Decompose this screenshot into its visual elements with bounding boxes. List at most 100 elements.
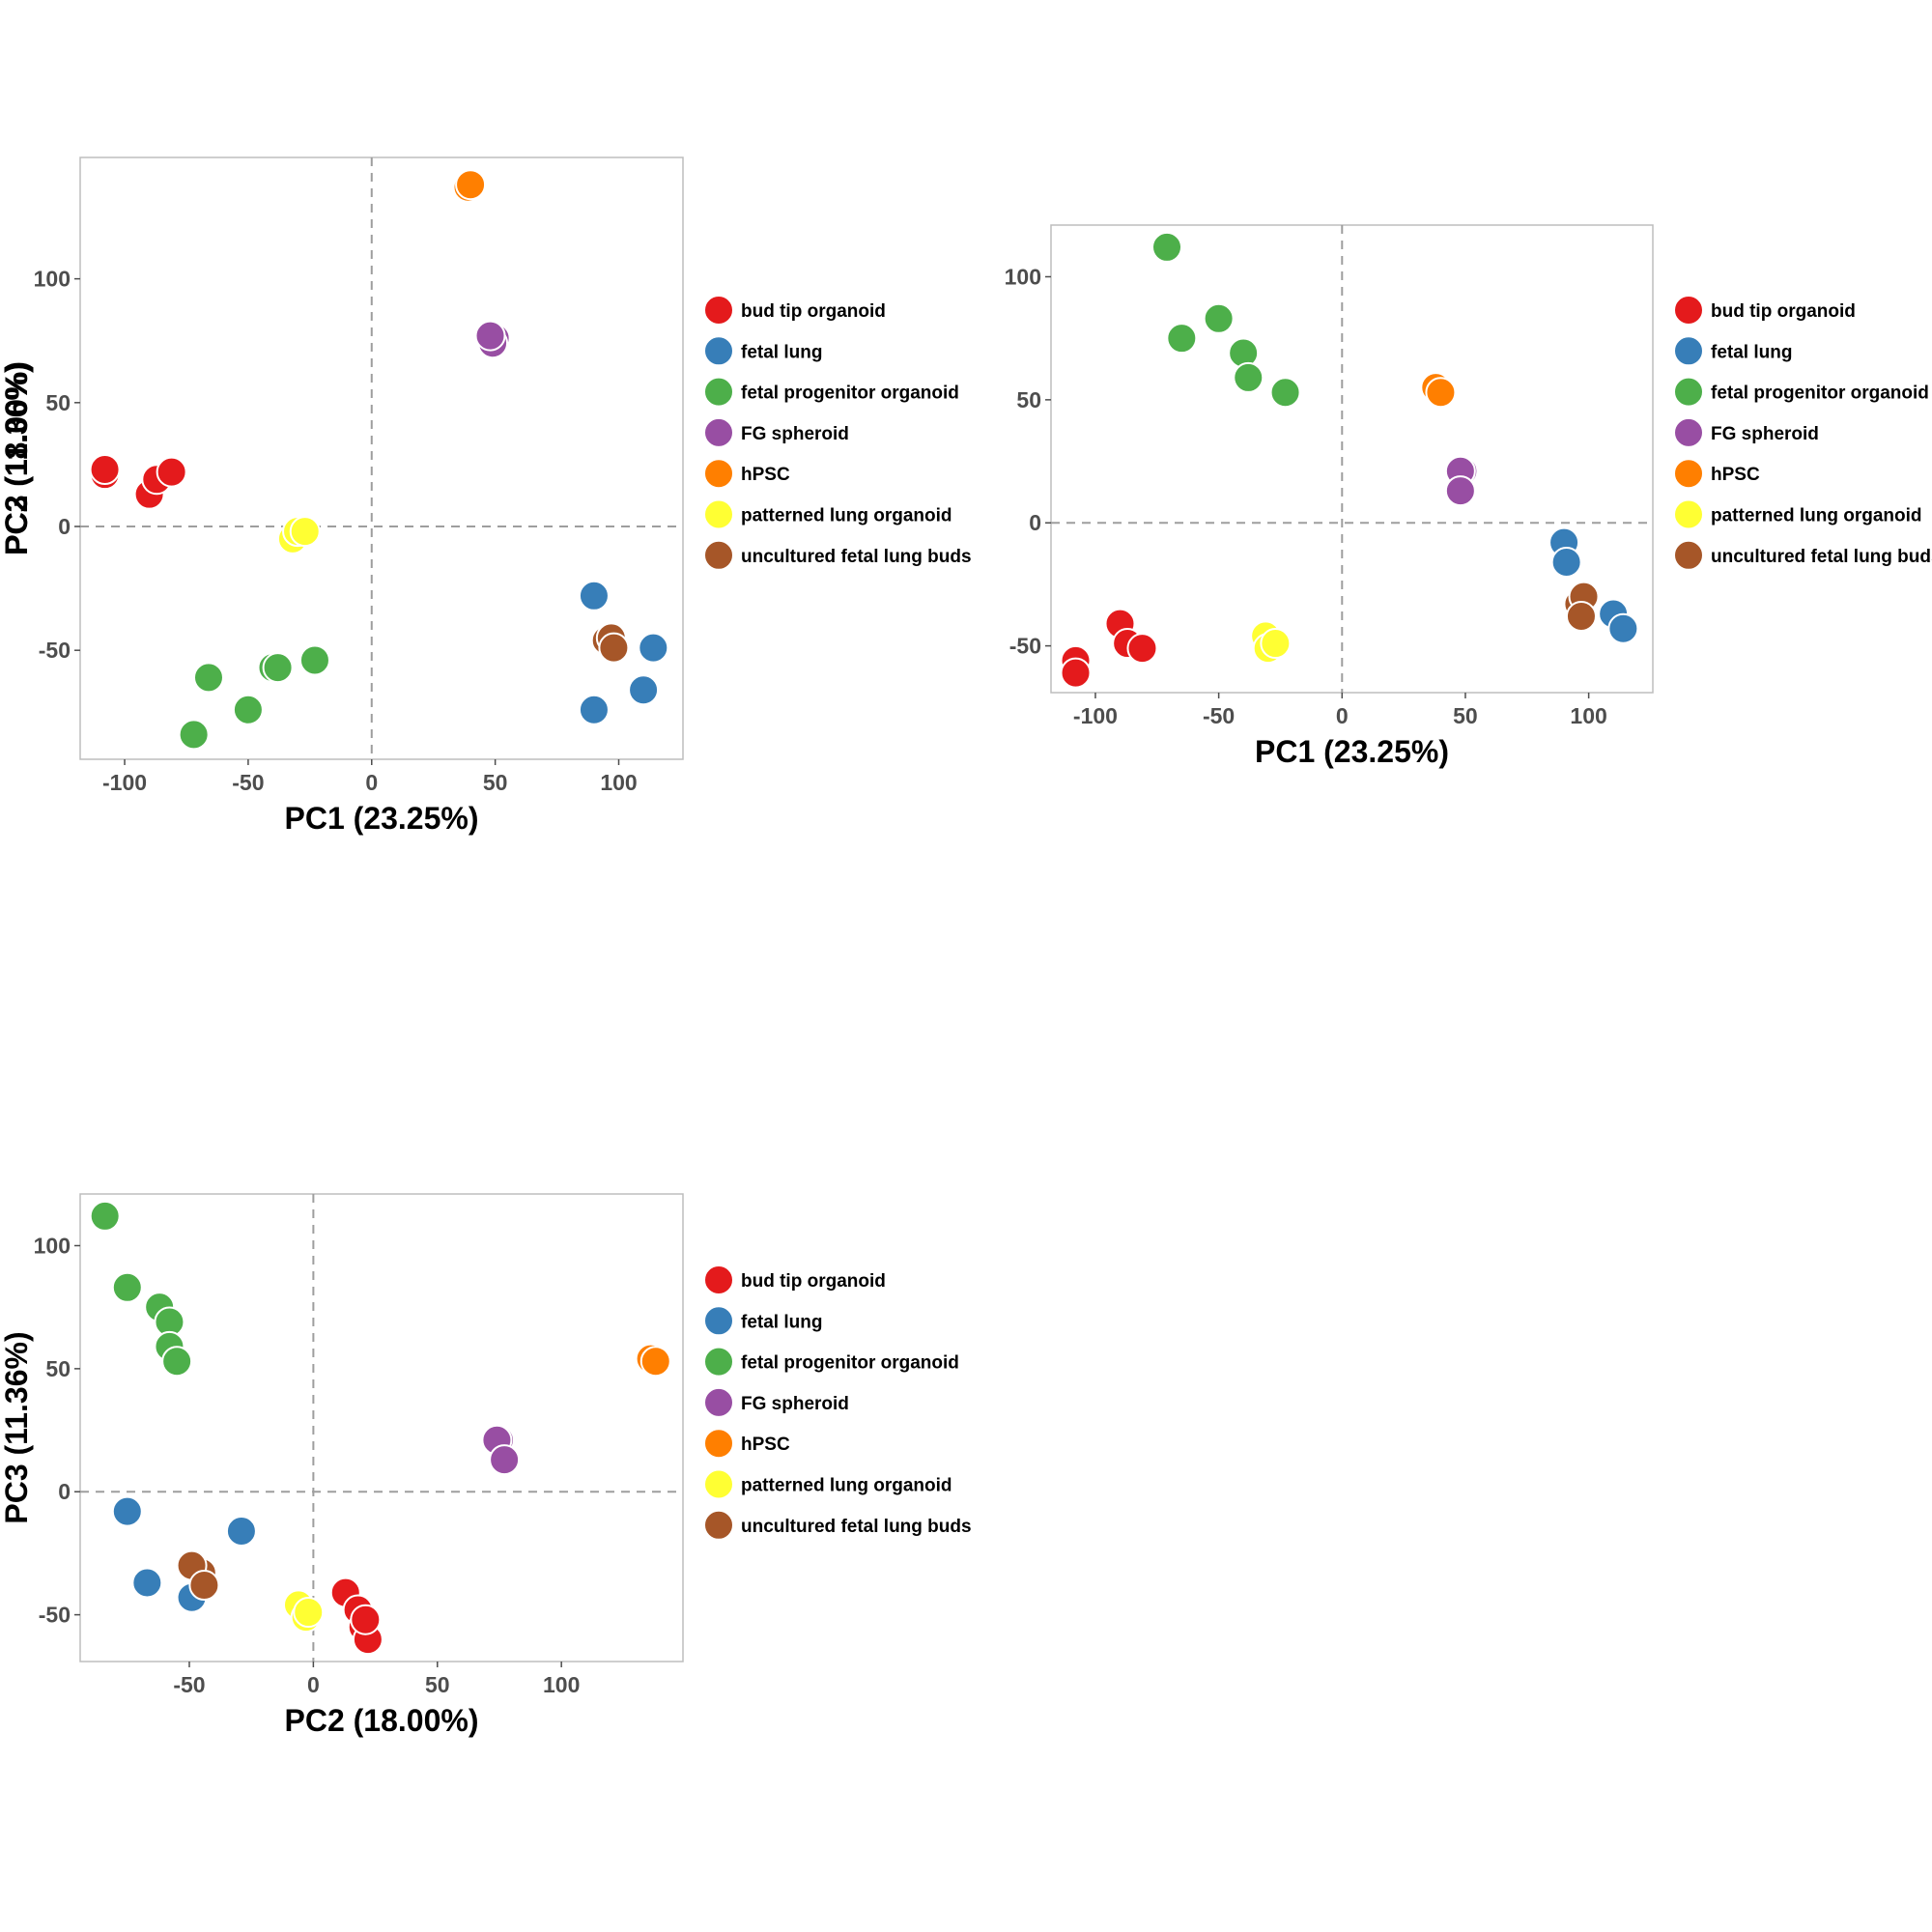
- point-fetal-progenitor-organoid: [262, 652, 294, 684]
- x-tick-label: -50: [173, 1672, 205, 1697]
- legend-label: uncultured fetal lung buds: [1711, 547, 1932, 567]
- point-patterned-lung-organoid: [289, 516, 321, 548]
- y-tick-label: 50: [45, 390, 71, 415]
- point-fetal-progenitor-organoid: [1269, 377, 1301, 409]
- x-tick-label: 100: [543, 1672, 580, 1697]
- legend-key: [703, 1305, 734, 1337]
- legend-label: FG spheroid: [1711, 424, 1819, 444]
- legend-key: [703, 539, 734, 571]
- point-hpsc: [639, 1346, 671, 1378]
- legend-key: [703, 335, 734, 367]
- point-fetal-progenitor-organoid: [1151, 231, 1183, 263]
- legend-key: [1673, 498, 1704, 530]
- point-hpsc: [455, 169, 487, 201]
- legend-label: uncultured fetal lung buds: [741, 1517, 972, 1537]
- legend: bud tip organoid fetal lung fetal progenit…: [703, 1264, 972, 1541]
- y-tick-label: 50: [45, 1356, 71, 1381]
- legend-key: [703, 1428, 734, 1460]
- point-fetal-progenitor-organoid: [178, 719, 210, 751]
- point-uncultured-fetal-lung-buds: [598, 632, 630, 664]
- point-fetal-lung: [225, 1515, 257, 1547]
- x-tick-label: -100: [1073, 703, 1118, 728]
- x-tick-label: -50: [1203, 703, 1235, 728]
- point-hpsc: [1425, 377, 1457, 409]
- legend-label: fetal progenitor organoid: [741, 1353, 959, 1374]
- legend: bud tip organoid fetal lung fetal progenit…: [1673, 295, 1932, 571]
- point-patterned-lung-organoid: [293, 1597, 325, 1629]
- x-tick-label: 100: [1570, 703, 1606, 728]
- point-uncultured-fetal-lung-buds: [188, 1570, 220, 1602]
- x-axis-title: PC1 (23.25%): [285, 801, 479, 836]
- y-tick-label: -50: [39, 638, 71, 663]
- legend-key: [1673, 416, 1704, 448]
- x-tick-label: 50: [1453, 703, 1478, 728]
- legend-key: [703, 1386, 734, 1418]
- legend-key: [1673, 335, 1704, 367]
- legend: bud tip organoid fetal lung fetal progenit…: [703, 295, 972, 571]
- legend-label: fetal lung: [741, 1312, 822, 1332]
- y-axis-title: PC3 (11.36%): [0, 1331, 34, 1523]
- x-axis-title: PC1 (23.25%): [1255, 734, 1449, 769]
- x-tick-label: -100: [102, 770, 147, 795]
- pca-panel-1: -100 -50 0 50 100 -50 0 50 100 PC1 (23.25%) PC2 (1…: [0, 156, 972, 836]
- point-fetal-progenitor-organoid: [1233, 361, 1264, 393]
- plot-frame: [1050, 224, 1654, 694]
- legend-key: [703, 1468, 734, 1500]
- y-tick-label: 100: [34, 1233, 71, 1258]
- y-tick-label: 50: [1016, 387, 1041, 412]
- point-fetal-lung: [628, 674, 660, 706]
- point-fetal-progenitor-organoid: [298, 644, 330, 676]
- legend-key: [1673, 295, 1704, 326]
- x-tick-label: -50: [232, 770, 264, 795]
- legend-key: [1673, 539, 1704, 571]
- plot-frame: [79, 1193, 684, 1662]
- legend-key: [703, 1509, 734, 1541]
- point-fetal-progenitor-organoid: [192, 662, 224, 694]
- y-tick-label: 100: [34, 267, 71, 292]
- y-axis-title: PC2 (18.00%): [0, 361, 34, 555]
- legend-key: [703, 376, 734, 408]
- y-tick-label: 0: [58, 1479, 71, 1504]
- legend-label: bud tip organoid: [741, 301, 886, 322]
- point-patterned-lung-organoid: [1260, 628, 1292, 660]
- legend-label: hPSC: [1711, 465, 1760, 485]
- x-tick-label: 50: [483, 770, 508, 795]
- pca-panel-2: -100 -50 0 50 100 -50 0 50 100 PC1 (23.25%) PC3 (1…: [0, 224, 1932, 769]
- y-tick-label: 0: [58, 514, 71, 539]
- point-fetal-progenitor-organoid: [1203, 302, 1235, 334]
- point-fetal-lung: [578, 580, 610, 611]
- legend-label: fetal progenitor organoid: [741, 384, 959, 404]
- y-axis-title: PC3 (11.36%): [0, 362, 34, 554]
- legend-label: FG spheroid: [741, 1394, 849, 1414]
- point-fetal-progenitor-organoid: [1166, 323, 1198, 355]
- y-tick-label: -50: [1009, 634, 1041, 659]
- legend-label: hPSC: [741, 465, 790, 485]
- point-fg-spheroid: [474, 320, 506, 352]
- legend-key: [703, 1346, 734, 1378]
- point-fetal-progenitor-organoid: [89, 1200, 121, 1232]
- point-fetal-progenitor-organoid: [111, 1271, 143, 1303]
- point-fetal-progenitor-organoid: [232, 694, 264, 725]
- x-tick-label: 0: [365, 770, 378, 795]
- point-fetal-lung: [131, 1567, 163, 1599]
- point-fetal-lung: [1550, 546, 1582, 578]
- point-fetal-lung: [111, 1495, 143, 1527]
- x-tick-label: 50: [425, 1672, 450, 1697]
- legend-label: patterned lung organoid: [1711, 506, 1922, 526]
- legend-key: [1673, 458, 1704, 490]
- plot-frame: [79, 156, 684, 760]
- legend-label: fetal lung: [741, 342, 822, 362]
- legend-key: [1673, 376, 1704, 408]
- legend-label: uncultured fetal lung buds: [741, 547, 972, 567]
- x-tick-label: 0: [307, 1672, 320, 1697]
- legend-label: patterned lung organoid: [741, 506, 952, 526]
- legend-key: [703, 498, 734, 530]
- legend-label: fetal lung: [1711, 342, 1792, 362]
- legend-label: FG spheroid: [741, 424, 849, 444]
- pca-panel-3: -50 0 50 100 -50 0 50 100 PC2 (18.00%) PC3 (11.36…: [0, 1193, 972, 1738]
- y-tick-label: 0: [1029, 510, 1041, 535]
- point-bud-tip-organoid: [350, 1604, 382, 1635]
- point-fetal-lung: [578, 694, 610, 725]
- legend-label: fetal progenitor organoid: [1711, 384, 1929, 404]
